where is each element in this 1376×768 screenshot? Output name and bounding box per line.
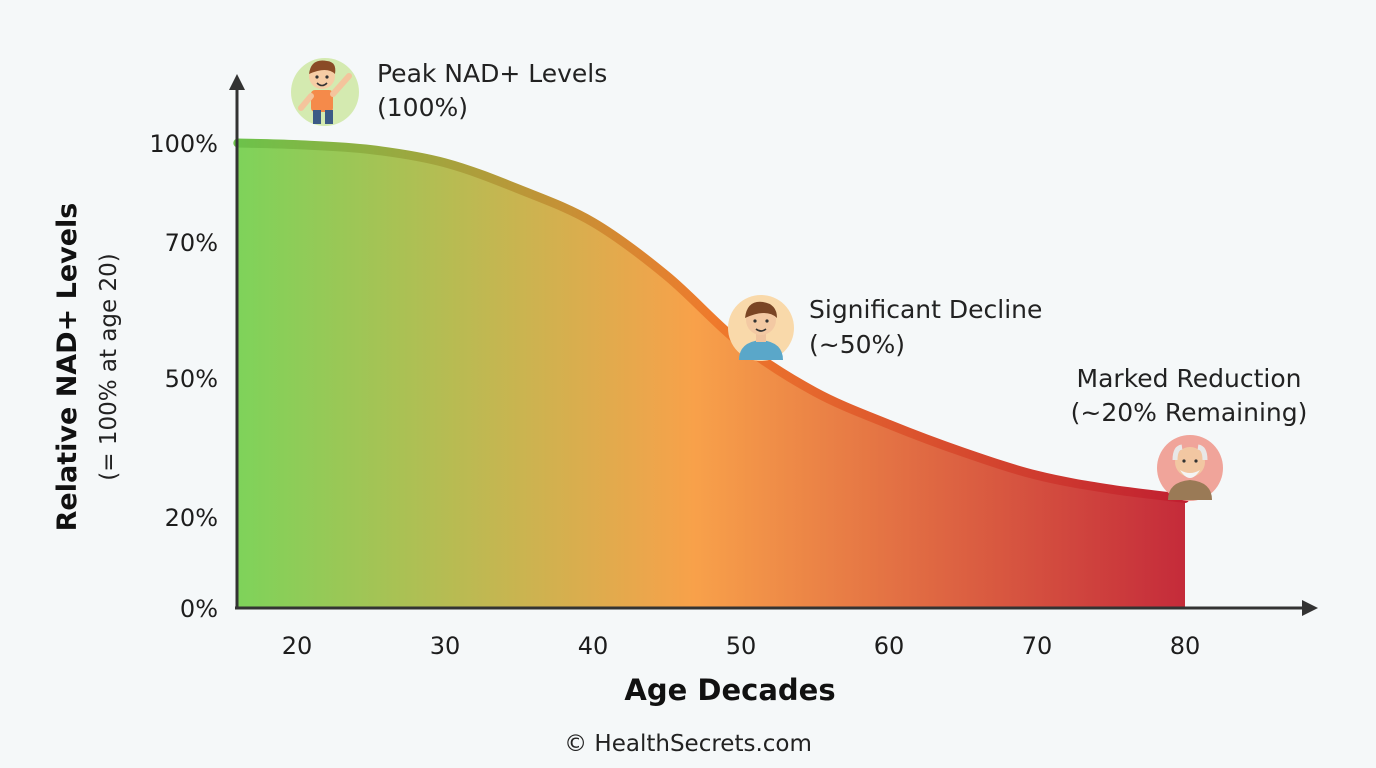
- annotation-reduction-line1: Marked Reduction: [1077, 364, 1302, 393]
- annotation-peak-line2: (100%): [377, 93, 468, 122]
- y-tick-labels: 0% 20% 50% 70% 100%: [149, 130, 218, 623]
- x-axis-label: Age Decades: [624, 673, 835, 707]
- y-axis-arrow: [229, 74, 245, 90]
- x-axis-arrow: [1302, 600, 1318, 616]
- child-icon: [291, 58, 359, 126]
- annotation-decline: Significant Decline (~50%): [728, 295, 1042, 361]
- y-axis-note: (= 100% at age 20): [96, 253, 122, 480]
- elderly-icon: [1157, 435, 1223, 501]
- x-tick-label: 50: [726, 632, 757, 660]
- x-tick-label: 60: [874, 632, 905, 660]
- y-axis-title: Relative NAD+ Levels (= 100% at age 20): [52, 203, 122, 532]
- x-tick-label: 20: [282, 632, 313, 660]
- y-tick-label: 0%: [180, 595, 218, 623]
- y-tick-label: 50%: [165, 365, 218, 393]
- copyright-text: © HealthSecrets.com: [564, 731, 812, 757]
- x-tick-label: 30: [430, 632, 461, 660]
- annotation-decline-line2: (~50%): [809, 330, 905, 359]
- series-line: [233, 138, 1190, 503]
- y-tick-label: 20%: [165, 504, 218, 532]
- annotation-peak: Peak NAD+ Levels (100%): [291, 58, 607, 126]
- annotation-peak-line1: Peak NAD+ Levels: [377, 59, 607, 88]
- y-axis-label: Relative NAD+ Levels: [52, 203, 83, 532]
- x-tick-labels: 20 30 40 50 60 70 80: [282, 632, 1201, 660]
- x-tick-label: 70: [1022, 632, 1053, 660]
- annotation-reduction-line2: (~20% Remaining): [1071, 398, 1308, 427]
- adult-icon: [728, 295, 794, 361]
- annotation-decline-line1: Significant Decline: [809, 295, 1042, 324]
- x-tick-label: 40: [578, 632, 609, 660]
- y-tick-label: 100%: [149, 130, 218, 158]
- x-tick-label: 80: [1170, 632, 1201, 660]
- y-tick-label: 70%: [165, 229, 218, 257]
- area-fill: [237, 143, 1186, 608]
- annotation-reduction: Marked Reduction (~20% Remaining): [1071, 364, 1308, 501]
